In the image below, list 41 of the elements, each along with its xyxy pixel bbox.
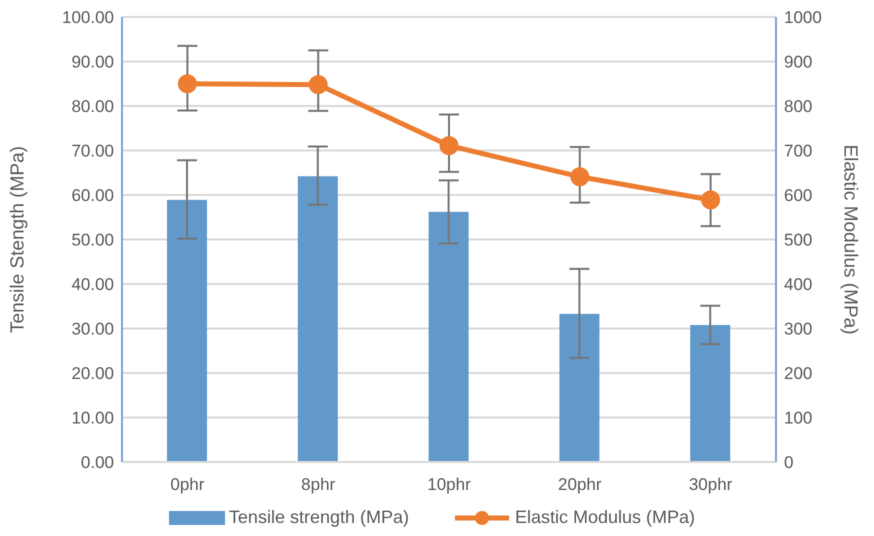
y2-tick-label: 100 [784, 408, 812, 428]
point [178, 74, 197, 94]
point [701, 190, 720, 210]
y2-tick-label: 300 [784, 320, 812, 339]
y2-axis-title: Elastic Modulus (MPa) [839, 144, 860, 335]
y-tick-label: 10.00 [71, 408, 114, 428]
y2-tick-label: 500 [784, 230, 812, 250]
y2-tick-label: 200 [784, 364, 812, 384]
point [440, 136, 458, 156]
y2-tick-label: 1000 [784, 8, 822, 28]
y2-tick-label: 700 [784, 142, 812, 161]
y-tick-label: 90.00 [71, 52, 114, 72]
y-tick-label: 20.00 [71, 364, 114, 384]
y-tick-label: 60.00 [71, 186, 114, 206]
legend-label: Elastic Modulus (MPa) [515, 507, 696, 528]
bar [428, 212, 469, 462]
bar [690, 324, 730, 462]
bar [559, 314, 600, 462]
bar [298, 176, 338, 462]
y2-tick-label: 800 [784, 97, 812, 116]
y2-tick-label: 600 [784, 186, 812, 206]
y-tick-label: 50.00 [71, 230, 114, 250]
y-tick-label: 80.00 [71, 97, 114, 116]
x-tick-label: 8phr [301, 475, 336, 494]
bar [167, 200, 207, 462]
x-tick-label: 20phr [558, 475, 602, 494]
y-tick-label: 30.00 [71, 320, 114, 339]
y-tick-label: 0.00 [80, 453, 114, 472]
legend-label: Tensile strength (MPa) [228, 507, 409, 528]
x-tick-label: 10phr [427, 475, 472, 494]
y2-tick-label: 0 [784, 453, 794, 472]
y-tick-label: 100.00 [62, 8, 114, 28]
y-tick-label: 70.00 [71, 142, 114, 161]
y-tick-label: 40.00 [71, 275, 114, 294]
point [308, 75, 328, 94]
y2-tick-label: 400 [784, 275, 812, 294]
y-axis-title: Tensile Stength (MPa) [8, 146, 29, 333]
y2-tick-label: 900 [784, 52, 812, 72]
x-tick-label: 0phr [170, 475, 205, 494]
point [570, 167, 590, 186]
x-tick-label: 30phr [688, 475, 733, 494]
